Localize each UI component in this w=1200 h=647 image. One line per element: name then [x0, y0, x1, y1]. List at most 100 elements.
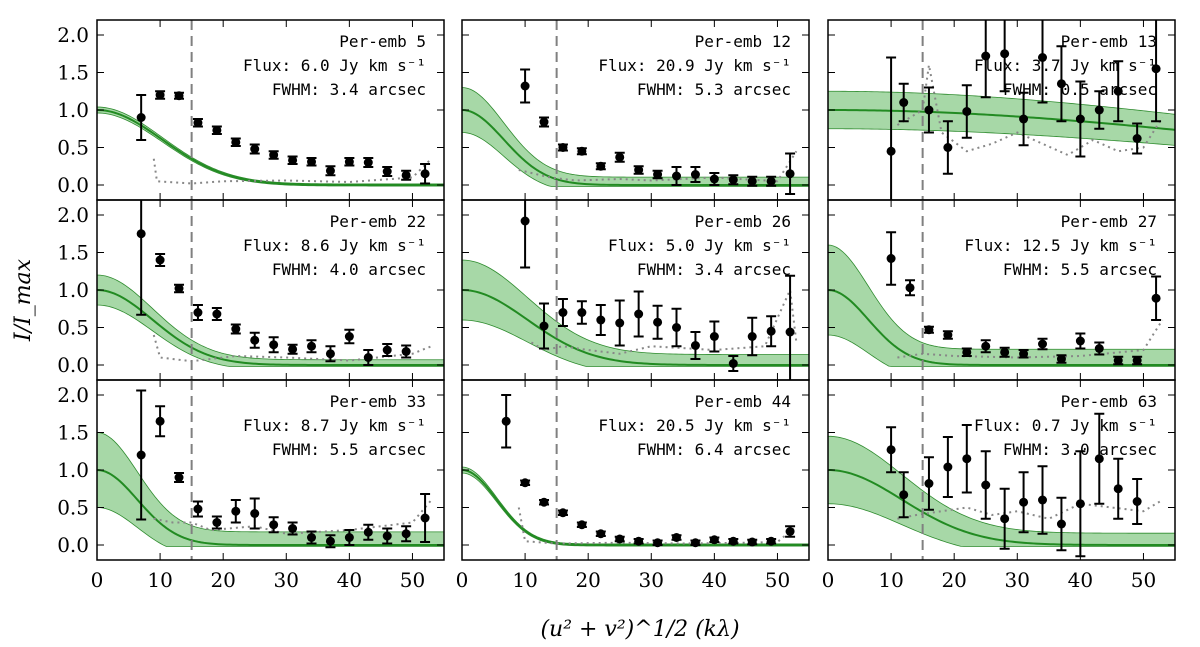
- noise-line: [897, 499, 1163, 520]
- model-band: [828, 435, 1175, 547]
- data-point: [1019, 497, 1029, 507]
- data-point: [653, 170, 663, 179]
- data-point: [981, 480, 991, 490]
- model-curve: [462, 469, 809, 546]
- data-point: [269, 520, 279, 530]
- data-point: [520, 81, 530, 91]
- data-point: [615, 318, 625, 328]
- panel-4: 0.0 0.5 1.0 1.5 2.0 Per-emb 22 Flux: 8.6 Jy km…: [57, 199, 445, 381]
- data-point: [1113, 86, 1123, 96]
- data-point: [269, 150, 279, 160]
- model-band: [97, 106, 444, 187]
- data-point: [1038, 495, 1048, 505]
- noise-line: [530, 286, 798, 355]
- plot-area: [97, 380, 444, 560]
- data-point: [672, 533, 682, 542]
- data-point: [382, 345, 392, 355]
- plot-area: [462, 20, 809, 200]
- data-point: [401, 529, 411, 539]
- data-point: [747, 537, 757, 547]
- data-point: [962, 347, 972, 357]
- data-point: [1056, 79, 1066, 89]
- panel-title: Per-emb 12: [695, 32, 791, 51]
- data-point: [899, 98, 909, 107]
- data-point: [596, 315, 606, 325]
- panel-title: Per-emb 44: [695, 392, 791, 411]
- y-tick-label: 0.0: [57, 533, 89, 557]
- y-tick-label: 1.0: [57, 98, 89, 122]
- y-tick-label: 1.0: [57, 458, 89, 482]
- model-band: [828, 90, 1175, 146]
- data-point: [1019, 349, 1029, 359]
- data-point: [653, 317, 663, 327]
- x-tick-label: 0: [91, 568, 104, 592]
- data-point: [136, 113, 146, 122]
- data-point: [981, 51, 991, 61]
- data-point: [690, 341, 700, 350]
- x-tick-label: 0: [822, 568, 835, 592]
- data-point: [558, 143, 568, 152]
- data-point: [728, 359, 738, 368]
- data-point: [747, 176, 757, 186]
- y-tick-label: 2.0: [57, 203, 89, 227]
- data-point: [250, 335, 260, 345]
- data-point: [615, 534, 625, 544]
- x-tick-label: 50: [400, 568, 425, 592]
- model-curve: [97, 109, 444, 186]
- data-point: [250, 144, 260, 154]
- x-tick-label: 10: [878, 568, 903, 592]
- data-point: [558, 308, 568, 317]
- x-tick-label: 20: [941, 568, 966, 592]
- data-point: [981, 341, 991, 351]
- panel-9: 0 10 20 30 40 50 Per-emb 63 Flux: 0.7 Jy km s⁻¹…: [822, 379, 1176, 592]
- data-point: [420, 513, 430, 523]
- data-point: [363, 158, 373, 167]
- data-point: [577, 308, 587, 317]
- data-point: [382, 167, 392, 176]
- model-curve: [828, 109, 1175, 131]
- data-point: [174, 473, 184, 482]
- y-tick-label: 0.5: [57, 136, 89, 160]
- data-point: [307, 533, 317, 542]
- data-point: [690, 538, 700, 548]
- data-point: [1094, 105, 1104, 115]
- data-point: [1038, 339, 1048, 349]
- fwhm-label: FWHM: 3.0 arcsec: [1003, 440, 1157, 459]
- plot-area: [828, 200, 1175, 380]
- data-point: [193, 504, 203, 514]
- y-tick-label: 2.0: [57, 23, 89, 47]
- data-point: [766, 326, 776, 336]
- data-point: [288, 524, 298, 533]
- data-point: [1075, 336, 1085, 346]
- noise-line: [518, 150, 798, 183]
- data-point: [962, 107, 972, 116]
- panel-7: 0.0 0.5 1.0 1.5 2.0 0 10 20 30 40 50 Per-emb 33 Flux…: [57, 379, 445, 592]
- x-axis-title: (u² + v²)^1/2 (kλ): [540, 617, 739, 642]
- data-point: [1056, 519, 1066, 529]
- x-tick-label: 50: [1131, 568, 1156, 592]
- fwhm-label: FWHM: 4.0 arcsec: [272, 260, 426, 279]
- plot-area: [828, 20, 1175, 200]
- panel-8: 0 10 20 30 40 50 Per-emb 44 Flux: 20.5 Jy km s⁻…: [456, 379, 810, 592]
- data-point: [785, 527, 795, 536]
- panel-2: Per-emb 12 Flux: 20.9 Jy km s⁻¹ FWHM: 5.3 …: [461, 19, 810, 201]
- x-tick-label: 30: [1005, 568, 1030, 592]
- y-tick-label: 1.0: [57, 278, 89, 302]
- panel-3: Per-emb 13 Flux: 3.7 Jy km s⁻¹ FWHM: 0.5 a…: [827, 19, 1176, 201]
- model-curve: [828, 469, 1175, 546]
- plot-area: [97, 20, 444, 200]
- data-point: [193, 308, 203, 317]
- plot-area: [828, 380, 1175, 560]
- y-tick-label: 0.0: [57, 173, 89, 197]
- data-point: [307, 157, 317, 167]
- data-point: [1056, 354, 1066, 364]
- data-point: [577, 146, 587, 156]
- data-point: [382, 531, 392, 541]
- data-point: [520, 478, 530, 488]
- x-tick-label: 10: [147, 568, 172, 592]
- flux-label: Flux: 12.5 Jy km s⁻¹: [964, 236, 1157, 255]
- data-point: [1113, 356, 1123, 365]
- data-point: [136, 229, 146, 239]
- model-band: [462, 259, 809, 367]
- data-point: [653, 538, 663, 548]
